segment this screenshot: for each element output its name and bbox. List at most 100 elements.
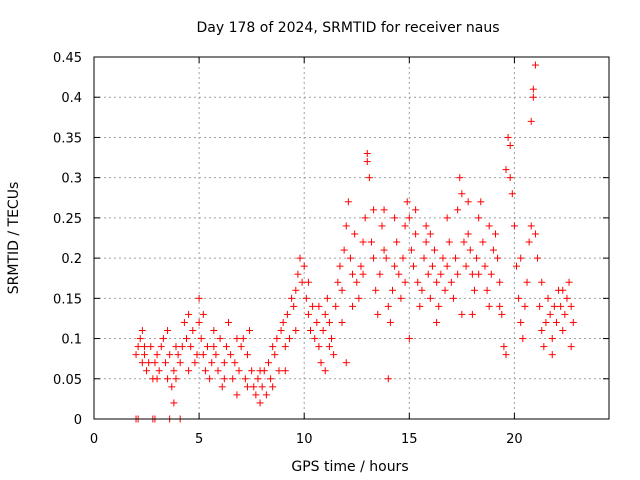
data-point [523, 278, 531, 286]
data-point [407, 246, 415, 254]
data-point [241, 375, 249, 383]
data-point [164, 375, 172, 383]
data-point [325, 318, 333, 326]
data-point [161, 359, 169, 367]
data-point [500, 343, 508, 351]
data-point [281, 367, 289, 375]
data-point [166, 351, 174, 359]
data-point [517, 254, 525, 262]
data-point [138, 327, 146, 335]
data-point [412, 230, 420, 238]
data-point [315, 302, 323, 310]
data-point [338, 286, 346, 294]
data-point [279, 318, 287, 326]
grid [94, 57, 609, 419]
data-point [443, 214, 451, 222]
data-point [195, 318, 203, 326]
data-point [494, 254, 502, 262]
data-point [281, 343, 289, 351]
data-point [475, 270, 483, 278]
data-point [229, 375, 237, 383]
data-point [227, 351, 235, 359]
data-point [164, 327, 172, 335]
data-point [410, 262, 418, 270]
data-point [140, 343, 148, 351]
data-point [210, 343, 218, 351]
data-point [567, 343, 575, 351]
data-point [332, 302, 340, 310]
y-tick-label: 0.4 [61, 91, 82, 106]
data-point [426, 294, 434, 302]
data-point [199, 351, 207, 359]
data-point [422, 222, 430, 230]
data-point [285, 335, 293, 343]
data-point [534, 254, 542, 262]
y-tick-label: 0.15 [53, 292, 82, 307]
data-point [454, 206, 462, 214]
data-point [559, 327, 567, 335]
data-point [424, 270, 432, 278]
data-point [468, 310, 476, 318]
data-point [271, 351, 279, 359]
data-point [346, 254, 354, 262]
data-point [422, 238, 430, 246]
data-point [233, 335, 241, 343]
data-point [349, 270, 357, 278]
data-point [412, 206, 420, 214]
data-point [416, 302, 424, 310]
data-point [525, 238, 533, 246]
data-point [431, 246, 439, 254]
data-point [275, 367, 283, 375]
y-tick-label: 0 [74, 413, 82, 428]
data-point [393, 238, 401, 246]
data-point [567, 302, 575, 310]
data-point [182, 335, 190, 343]
data-point [384, 375, 392, 383]
data-point [531, 230, 539, 238]
data-point [552, 318, 560, 326]
data-point [563, 294, 571, 302]
data-point [502, 166, 510, 174]
data-point [258, 383, 266, 391]
data-point [380, 206, 388, 214]
data-point [172, 343, 180, 351]
data-point [206, 375, 214, 383]
data-point [504, 133, 512, 141]
data-point [216, 335, 224, 343]
data-point [483, 286, 491, 294]
data-point [458, 310, 466, 318]
data-point [317, 359, 325, 367]
data-point [502, 351, 510, 359]
data-point [201, 367, 209, 375]
data-point [559, 286, 567, 294]
data-point [561, 310, 569, 318]
data-point [231, 359, 239, 367]
data-point [496, 302, 504, 310]
data-point [239, 335, 247, 343]
data-point [468, 270, 476, 278]
data-point [267, 375, 275, 383]
data-point [508, 190, 516, 198]
data-point [479, 238, 487, 246]
data-point [517, 318, 525, 326]
data-point [237, 343, 245, 351]
data-point [298, 278, 306, 286]
data-point [212, 351, 220, 359]
data-point [248, 367, 256, 375]
data-point [334, 278, 342, 286]
data-point [433, 318, 441, 326]
data-point [170, 367, 178, 375]
data-point [172, 375, 180, 383]
data-point [506, 141, 514, 149]
data-point [296, 254, 304, 262]
data-point [531, 61, 539, 69]
data-point [397, 294, 405, 302]
data-point [304, 278, 312, 286]
data-point [487, 270, 495, 278]
data-point [140, 351, 148, 359]
x-tick-label: 10 [296, 432, 313, 447]
data-point [462, 262, 470, 270]
data-point [185, 310, 193, 318]
data-point [367, 238, 375, 246]
